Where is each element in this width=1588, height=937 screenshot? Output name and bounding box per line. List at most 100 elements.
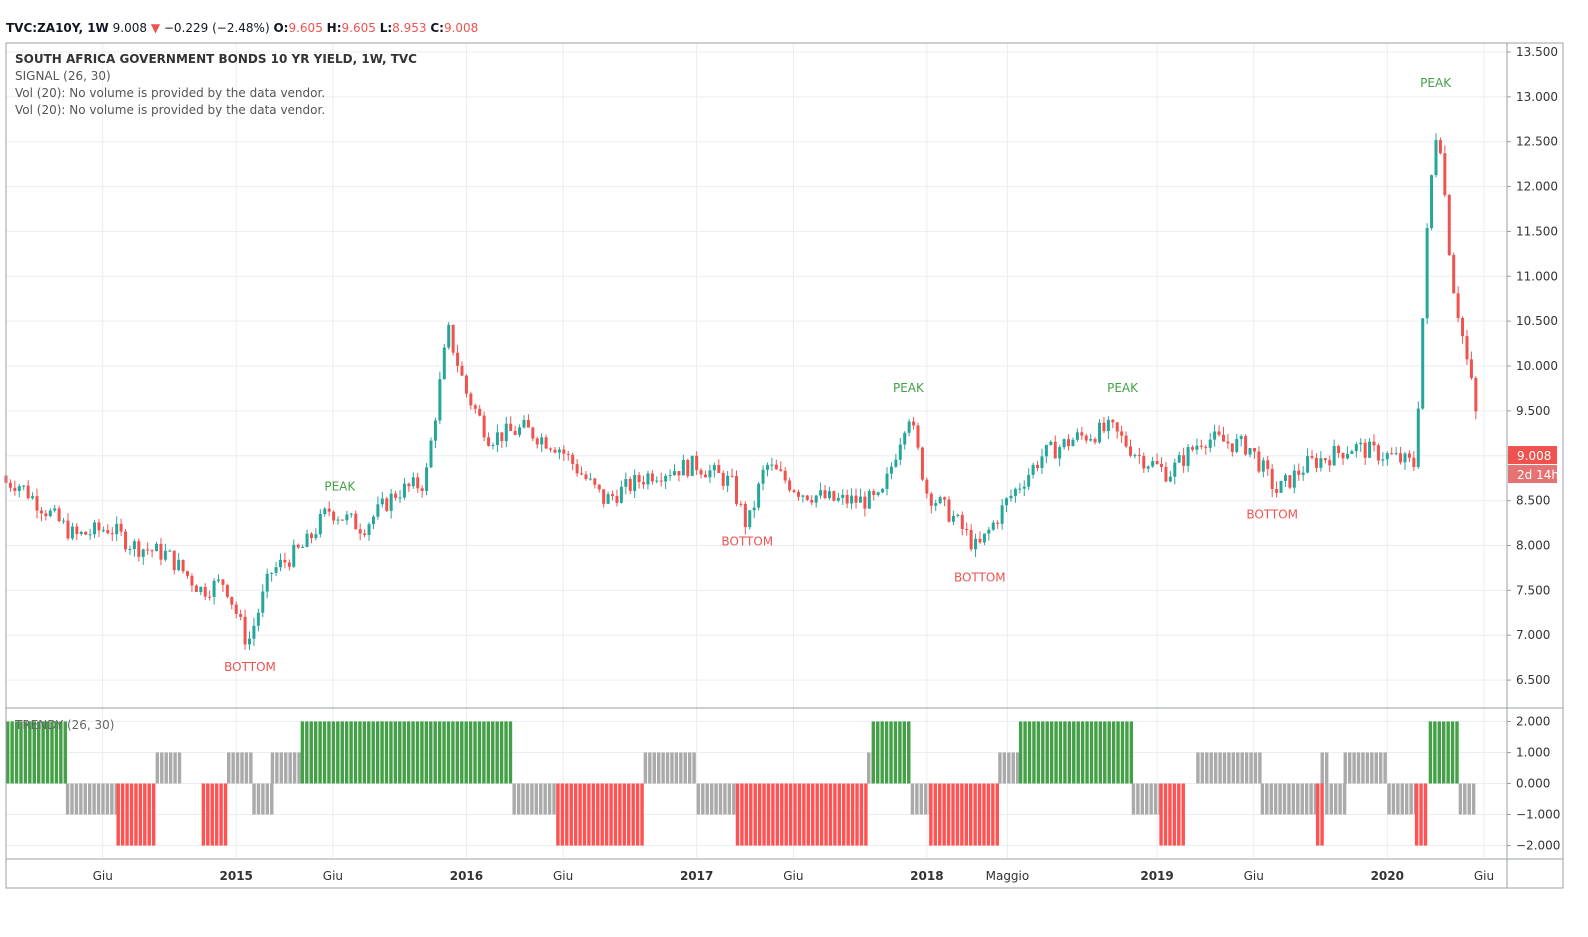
histogram-bar [1378, 752, 1383, 784]
trendy-indicator-label[interactable]: TRENDY (26, 30) [15, 718, 115, 732]
histogram-bar [173, 752, 177, 784]
candle-body [1279, 480, 1283, 493]
histogram-bar [618, 783, 622, 846]
candle-body [717, 465, 721, 473]
histogram-bar [797, 783, 802, 846]
histogram-bar [578, 783, 582, 846]
last-price-value: 9.008 [1517, 449, 1551, 463]
candle-body [1005, 498, 1009, 506]
histogram-bar [460, 721, 464, 784]
candle-body [588, 478, 592, 480]
candle-body [1354, 444, 1358, 452]
candle-body [402, 483, 406, 498]
histogram-bar [982, 783, 986, 846]
osc-y-tick-label: 0.000 [1516, 777, 1550, 791]
histogram-bar [1177, 783, 1181, 846]
histogram-bar [1222, 752, 1227, 784]
candle-body [597, 484, 601, 490]
candle-body [518, 427, 522, 435]
histogram-bar [516, 783, 521, 815]
candle-body [181, 559, 185, 572]
candle-body [504, 423, 508, 442]
candle-body [575, 464, 579, 474]
histogram-bar [924, 783, 928, 815]
histogram-bar [240, 752, 244, 784]
candle-body [177, 559, 181, 571]
candle-body [721, 472, 725, 486]
histogram-bar [1374, 752, 1378, 784]
histogram-bar [151, 783, 156, 846]
candle-body [433, 420, 437, 441]
histogram-bar [433, 721, 437, 784]
symbol-header[interactable]: TVC:ZA10Y, 1W 9.008 ▼ −0.229 (−2.48%) O:… [6, 21, 478, 35]
candle-body [168, 550, 172, 552]
candle-body [1306, 456, 1310, 473]
histogram-bar [902, 721, 907, 784]
candle-body [1115, 422, 1119, 432]
histogram-bar [1058, 721, 1063, 784]
histogram-bar [1129, 721, 1134, 784]
candle-body [522, 419, 526, 428]
histogram-bar [613, 783, 618, 846]
histogram-bar [806, 783, 811, 846]
candle-body [318, 513, 322, 535]
signal-indicator-label[interactable]: SIGNAL (26, 30) [15, 69, 111, 83]
candle-body [212, 580, 216, 597]
candle-body [836, 497, 840, 501]
histogram-bar [1125, 721, 1129, 784]
chart-title[interactable]: SOUTH AFRICA GOVERNMENT BONDS 10 YR YIEL… [15, 52, 417, 66]
candlestick-series[interactable] [4, 133, 1478, 650]
candle-body [442, 347, 446, 380]
histogram-bar [714, 783, 718, 815]
candle-body [898, 444, 902, 460]
volume-indicator-label-2[interactable]: Vol (20): No volume is provided by the d… [15, 103, 326, 117]
candle-body [17, 486, 21, 491]
candle-body [128, 549, 132, 551]
down-arrow-icon: ▼ [150, 21, 161, 35]
peak-label: PEAK [893, 381, 925, 395]
candle-body [956, 514, 960, 516]
histogram-bar [393, 721, 398, 784]
histogram-bar [587, 783, 591, 846]
histogram-bar [1107, 721, 1111, 784]
trendy-histogram[interactable] [6, 721, 1476, 846]
candle-body [978, 538, 982, 543]
histogram-bar [833, 783, 837, 846]
histogram-bar [336, 721, 340, 784]
histogram-bar [155, 752, 160, 784]
candle-body [783, 470, 787, 481]
histogram-bar [1049, 721, 1054, 784]
histogram-bar [473, 721, 477, 784]
histogram-bar [284, 752, 288, 784]
candle-body [1173, 462, 1177, 477]
bottom-label: BOTTOM [1246, 508, 1298, 522]
histogram-bar [565, 783, 569, 846]
histogram-bar [683, 752, 687, 784]
signal-markers: BOTTOM PEAK BOTTOM PEAK BOTTOM PEAK BOTTOM PEAK [224, 76, 1452, 674]
candle-body [734, 475, 738, 504]
candle-body [1456, 293, 1460, 318]
candle-body [163, 550, 167, 560]
last-price: 9.008 [112, 21, 147, 35]
y-tick-label: 7.000 [1516, 628, 1550, 642]
histogram-bar [1153, 783, 1158, 815]
candle-body [97, 522, 101, 531]
histogram-bar [1324, 752, 1329, 784]
candle-body [1319, 458, 1323, 468]
volume-indicator-label[interactable]: Vol (20): No volume is provided by the d… [15, 86, 326, 100]
symbol-name[interactable]: TVC:ZA10Y, 1W [6, 21, 109, 35]
histogram-bar [864, 783, 868, 846]
candle-body [549, 448, 553, 450]
candle-body [974, 538, 978, 550]
histogram-bar [521, 783, 525, 815]
histogram-bar [464, 721, 468, 784]
histogram-bar [780, 783, 784, 846]
histogram-bar [1007, 752, 1011, 784]
candle-body [354, 513, 358, 530]
candle-body [580, 473, 584, 475]
candle-body [1226, 441, 1230, 444]
candle-body [287, 562, 291, 567]
histogram-bar [946, 783, 951, 846]
candle-body [115, 523, 119, 535]
